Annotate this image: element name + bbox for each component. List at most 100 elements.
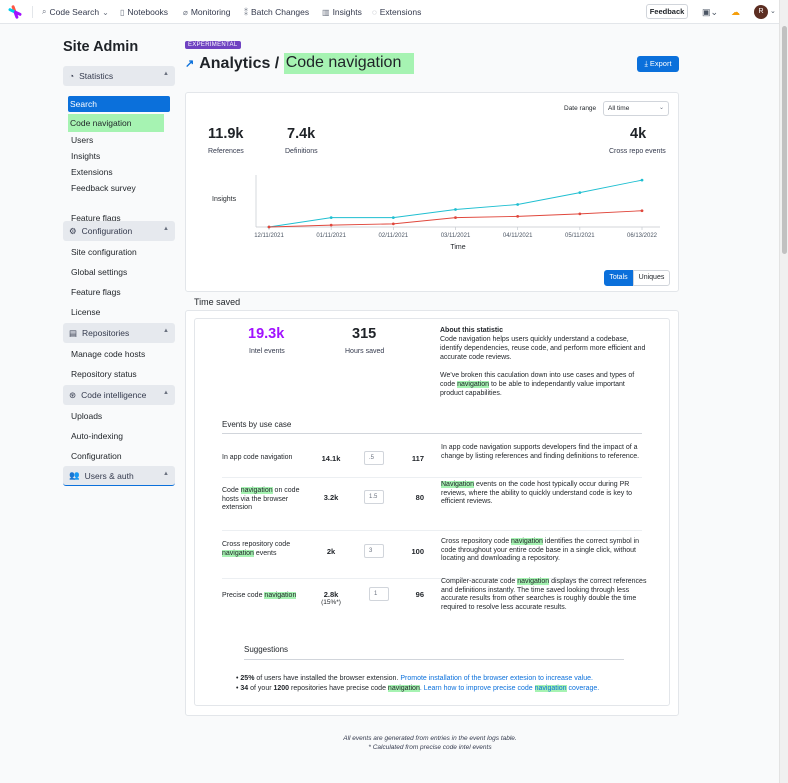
sidebar-item-uploads[interactable]: Uploads — [71, 411, 103, 421]
highlight: navigation — [264, 592, 297, 599]
data-point — [329, 216, 333, 220]
time-saved-inner — [194, 318, 670, 706]
chevron-up-icon: ▲ — [163, 328, 169, 334]
about-paragraph-1: Code navigation helps users quickly unde… — [440, 336, 646, 361]
minutes-per-event-input[interactable]: 3 — [364, 544, 384, 558]
sidebar-item-search[interactable]: Search — [68, 96, 170, 112]
y-axis-label: Insights — [212, 196, 237, 203]
group-label: Users & auth — [84, 470, 134, 481]
sidebar-item-insights[interactable]: Insights — [71, 151, 101, 161]
suggestions-list: • 25% of users have installed the browse… — [236, 674, 656, 693]
date-range-select[interactable]: All time ⌄ — [603, 101, 669, 116]
monitoring-icon: ⌀ — [183, 7, 188, 17]
sidebar-item-feedback-survey[interactable]: Feedback survey — [71, 183, 136, 193]
analytics-card — [185, 92, 679, 292]
sidebar-item-auto-indexing[interactable]: Auto-indexing — [71, 431, 123, 441]
hours-saved-label: Hours saved — [345, 348, 385, 355]
data-point — [640, 209, 644, 213]
group-label: Code intelligence — [81, 390, 147, 400]
data-point — [391, 222, 395, 226]
use-case-events: 2k — [316, 547, 346, 556]
sidebar-item-feature-flags-stat[interactable]: Feature flags — [71, 213, 121, 221]
sidebar-group-code-intelligence[interactable]: ⊛ Code intelligence ▲ — [63, 385, 175, 405]
sidebar-item-repository-status[interactable]: Repository status — [71, 369, 137, 379]
notebook-icon: ▯ — [120, 7, 125, 17]
scrollbar[interactable] — [779, 0, 788, 783]
text: of your — [248, 684, 274, 692]
x-tick-label: 05/11/2021 — [565, 233, 595, 239]
x-tick-label: 06/13/2022 — [627, 233, 658, 239]
intel-events-label: Intel events — [249, 348, 285, 355]
text: In app code navigation supports develope… — [441, 444, 640, 460]
sidebar-item-manage-code-hosts[interactable]: Manage code hosts — [71, 349, 146, 359]
export-label: Export — [649, 59, 672, 68]
use-case-name: Code navigation on code hosts via the br… — [222, 487, 312, 513]
experimental-badge: EXPERIMENTAL — [185, 41, 241, 49]
sidebar-item-users[interactable]: Users — [71, 135, 94, 145]
sidebar-item-license[interactable]: License — [71, 307, 101, 317]
avatar[interactable]: R — [754, 5, 768, 19]
export-button[interactable]: ⤓ Export — [637, 56, 679, 72]
cloud-status-icon[interactable]: ☁ — [731, 7, 740, 17]
text: displays the correct references and defi… — [441, 578, 649, 611]
nav-label: Notebooks — [127, 7, 169, 17]
sidebar-group-users-auth[interactable]: 👥 Users & auth ▲ — [63, 466, 175, 486]
kpi-cross-repo-value[interactable]: 4k — [630, 126, 647, 142]
group-label: Repositories — [82, 328, 130, 338]
text: events — [253, 549, 277, 557]
sidebar-item-global-settings[interactable]: Global settings — [71, 267, 128, 277]
minutes-per-event-input[interactable]: 1.5 — [364, 490, 384, 504]
sidebar-item-configuration[interactable]: Configuration — [71, 451, 122, 461]
x-tick-label: 02/11/2021 — [379, 233, 409, 239]
highlight: navigation — [240, 487, 273, 494]
minutes-per-event-input[interactable]: 1 — [369, 587, 389, 601]
nav-extensions[interactable]: ◌ Extensions — [372, 7, 421, 17]
nav-insights[interactable]: ▥ Insights — [322, 7, 362, 17]
kpi-definitions-value[interactable]: 7.4k — [287, 126, 316, 142]
gears-icon: ⚙ — [69, 225, 77, 236]
sidebar-item-code-navigation[interactable]: Code navigation — [68, 114, 164, 132]
sidebar-group-configuration[interactable]: ⚙ Configuration ▲ — [63, 221, 175, 241]
sidebar-item-extensions[interactable]: Extensions — [71, 167, 113, 177]
hours-saved-result: 117 — [411, 454, 424, 463]
about-title: About this statistic — [440, 327, 504, 334]
promote-extension-link[interactable]: Promote installation of the browser exte… — [400, 675, 593, 682]
feedback-button[interactable]: Feedback — [646, 4, 688, 19]
select-value: All time — [608, 105, 630, 112]
text: coverage. — [566, 684, 600, 692]
text: identifies the correct symbol in code th… — [441, 538, 642, 562]
uniques-toggle[interactable]: Uniques — [633, 270, 670, 286]
nav-batch-changes[interactable]: ⁑ Batch Changes — [244, 7, 309, 17]
sidebar-item-feature-flags[interactable]: Feature flags — [71, 287, 121, 297]
scrollbar-thumb[interactable] — [782, 26, 787, 254]
data-point — [640, 178, 644, 182]
chevron-down-icon[interactable]: ⌄ — [770, 8, 776, 15]
highlight: navigation — [387, 684, 420, 692]
suggestion-item: • 25% of users have installed the browse… — [236, 675, 593, 682]
x-tick-label: 04/11/2021 — [503, 233, 533, 239]
terminal-icon[interactable]: ▣⌄ — [702, 7, 719, 17]
nav-notebooks[interactable]: ▯ Notebooks — [120, 7, 168, 17]
totals-toggle[interactable]: Totals — [604, 270, 633, 286]
top-navigation-bar: ⌕ Code Search ⌄ ▯ Notebooks ⌀ Monitoring ⁑ Ba… — [0, 0, 779, 24]
events-sub: (15%*) — [321, 599, 341, 606]
sidebar-item-site-configuration[interactable]: Site configuration — [71, 247, 137, 257]
events-value: 2.8k — [323, 590, 339, 599]
use-case-name: In app code navigation — [222, 454, 312, 463]
sidebar-group-statistics[interactable]: ◔ Statistics ▲ — [63, 66, 175, 86]
sidebar-group-repositories[interactable]: ▤ Repositories ▲ — [63, 323, 175, 343]
nav-code-search[interactable]: ⌕ Code Search ⌄ — [42, 7, 109, 17]
text: Cross repository code — [441, 538, 512, 545]
kpi-references-value[interactable]: 11.9k — [208, 126, 244, 142]
text: . Learn how to improve precise code — [419, 684, 535, 692]
minutes-per-event-input[interactable]: .5 — [364, 451, 384, 465]
hours-saved-result: 96 — [415, 590, 424, 599]
text: We've broken this caculation down into u… — [440, 372, 635, 388]
improve-precise-navigation-link[interactable]: . Learn how to improve precise code navi… — [419, 684, 600, 692]
highlight: navigation — [511, 538, 543, 545]
search-icon: ⌕ — [42, 7, 47, 16]
row-divider — [222, 578, 642, 579]
nav-monitoring[interactable]: ⌀ Monitoring — [183, 7, 231, 17]
hours-saved-value: 315 — [352, 326, 377, 342]
sourcegraph-logo[interactable] — [8, 5, 22, 19]
